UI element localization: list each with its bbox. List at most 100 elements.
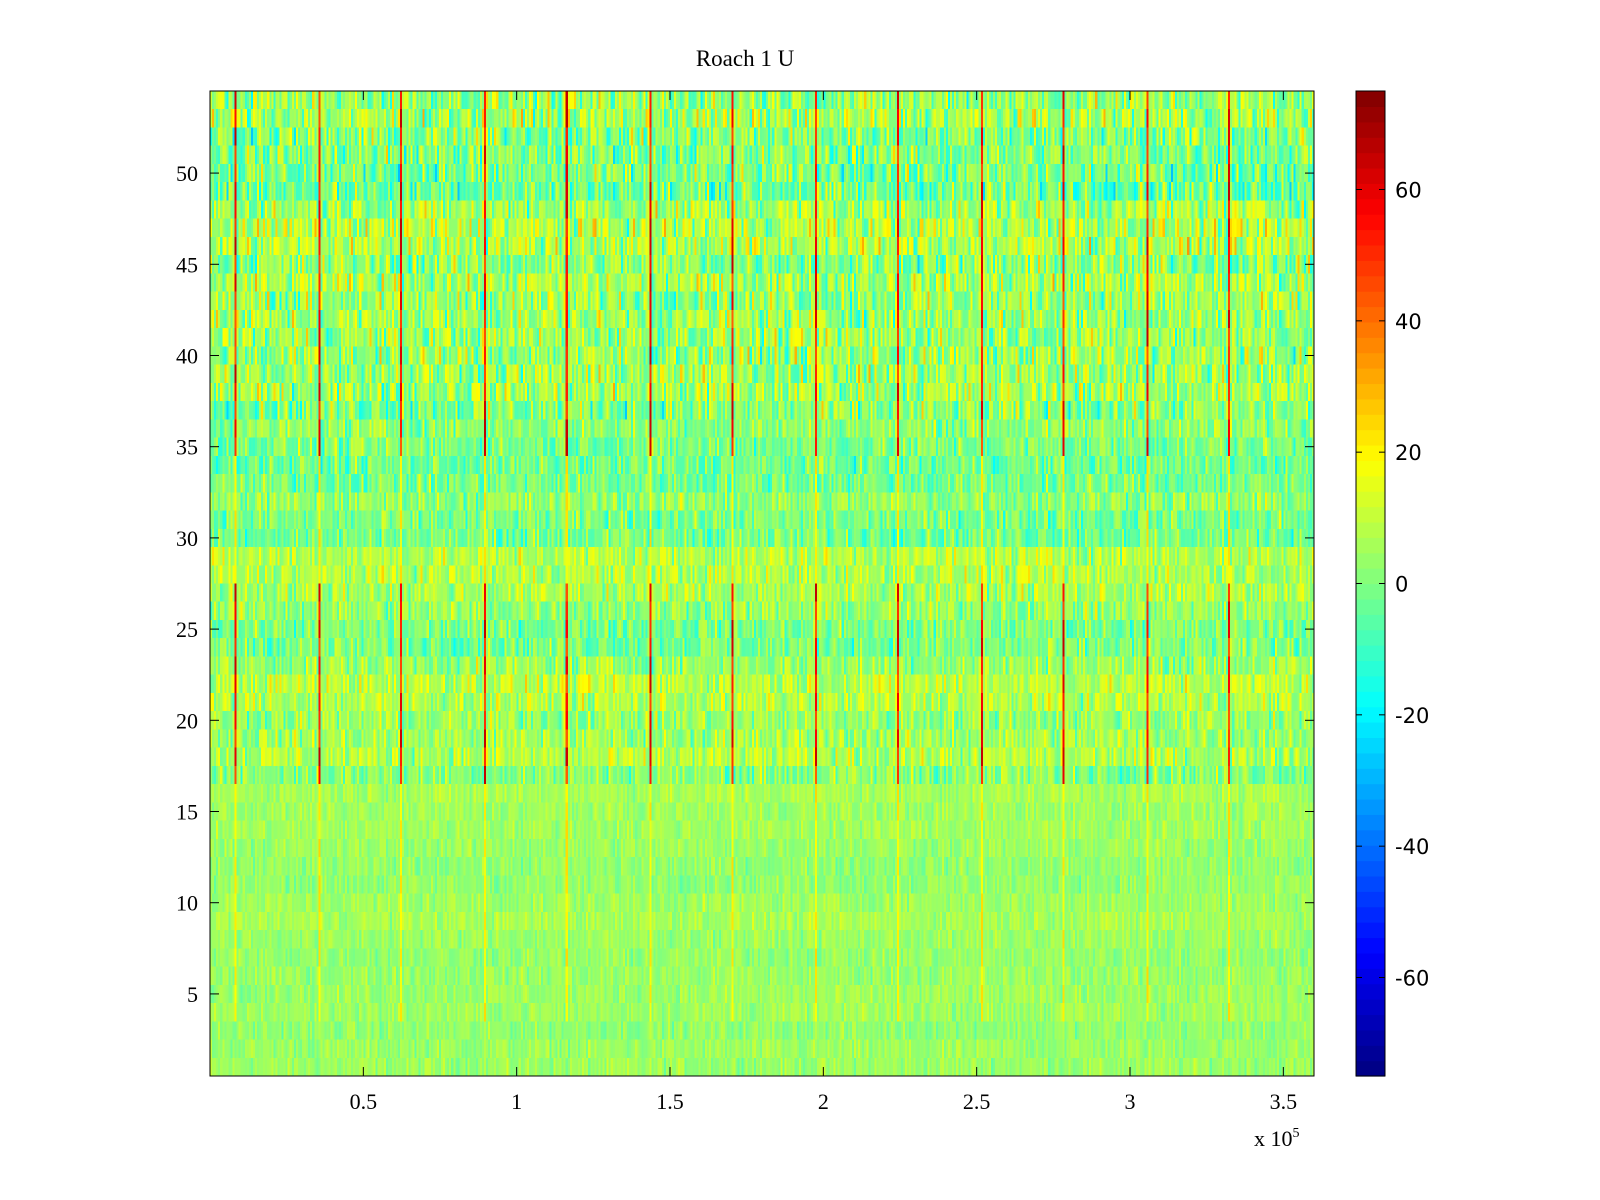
colorbar-swatch bbox=[1356, 552, 1385, 569]
x-axis-exponent: x 105 bbox=[1254, 1126, 1300, 1151]
y-tick-label: 10 bbox=[176, 891, 198, 916]
colorbar-swatch bbox=[1356, 1029, 1385, 1046]
colorbar-swatch bbox=[1356, 306, 1385, 323]
colorbar-swatch bbox=[1356, 198, 1385, 215]
colorbar-swatch bbox=[1356, 722, 1385, 739]
x-exponent-power: 5 bbox=[1293, 1126, 1300, 1141]
colorbar-swatch bbox=[1356, 121, 1385, 138]
colorbar-swatch bbox=[1356, 798, 1385, 815]
colorbar-tick-label: -60 bbox=[1395, 967, 1429, 991]
colorbar-swatch bbox=[1356, 706, 1385, 723]
x-tick-label: 3 bbox=[1125, 1089, 1136, 1114]
colorbar-swatch bbox=[1356, 260, 1385, 277]
colorbar-swatch bbox=[1356, 337, 1385, 354]
colorbar-swatch bbox=[1356, 952, 1385, 969]
colorbar-swatch bbox=[1356, 137, 1385, 154]
colorbar-swatch bbox=[1356, 521, 1385, 538]
colorbar-swatch bbox=[1356, 491, 1385, 508]
colorbar-swatch bbox=[1356, 167, 1385, 184]
colorbar-swatch bbox=[1356, 968, 1385, 985]
colorbar-swatch bbox=[1356, 783, 1385, 800]
colorbar-swatch bbox=[1356, 429, 1385, 446]
colorbar-swatch bbox=[1356, 91, 1385, 107]
colorbar-swatch bbox=[1356, 891, 1385, 908]
colorbar-swatch bbox=[1356, 875, 1385, 892]
colorbar-swatch bbox=[1356, 414, 1385, 431]
x-tick-label: 3.5 bbox=[1270, 1089, 1298, 1114]
colorbar: -60 -40 -20 0 20 40 60 bbox=[1355, 90, 1429, 1077]
x-tick-label: 1.5 bbox=[656, 1089, 684, 1114]
x-tick-label: 2 bbox=[818, 1089, 829, 1114]
colorbar-swatch bbox=[1356, 1014, 1385, 1031]
colorbar-swatch bbox=[1356, 752, 1385, 769]
colorbar-swatch bbox=[1356, 383, 1385, 400]
colorbar-swatch bbox=[1356, 598, 1385, 615]
heatmap-image bbox=[210, 91, 1314, 1076]
colorbar-swatch bbox=[1356, 460, 1385, 477]
y-tick-label: 35 bbox=[176, 435, 198, 460]
colorbar-swatch bbox=[1356, 506, 1385, 523]
colorbar-swatch bbox=[1356, 645, 1385, 662]
colorbar-swatch bbox=[1356, 444, 1385, 461]
colorbar-swatch bbox=[1356, 829, 1385, 846]
colorbar-swatch bbox=[1356, 583, 1385, 600]
colorbar-swatch bbox=[1356, 229, 1385, 246]
colorbar-swatch bbox=[1356, 675, 1385, 692]
colorbar-tick-label: -40 bbox=[1395, 835, 1429, 859]
y-tick-label: 50 bbox=[176, 161, 198, 186]
colorbar-swatch bbox=[1356, 398, 1385, 415]
x-tick-label: 0.5 bbox=[350, 1089, 378, 1114]
colorbar-swatch bbox=[1356, 983, 1385, 1000]
colorbar-swatch bbox=[1356, 768, 1385, 785]
colorbar-swatch bbox=[1356, 183, 1385, 200]
x-exponent-base: x 10 bbox=[1254, 1126, 1293, 1151]
colorbar-swatch bbox=[1356, 352, 1385, 369]
y-tick-label: 5 bbox=[187, 982, 198, 1007]
x-tick-label: 1 bbox=[511, 1089, 522, 1114]
y-axis: 5 10 15 20 25 30 35 40 45 50 bbox=[176, 161, 1314, 1007]
colorbar-swatch bbox=[1356, 906, 1385, 923]
chart-title: Roach 1 U bbox=[696, 46, 795, 71]
colorbar-swatch bbox=[1356, 152, 1385, 169]
colorbar-tick-label: 60 bbox=[1395, 179, 1422, 203]
colorbar-swatch bbox=[1356, 629, 1385, 646]
colorbar-swatch bbox=[1356, 214, 1385, 231]
colorbar-swatch bbox=[1356, 814, 1385, 831]
colorbar-swatch bbox=[1356, 537, 1385, 554]
colorbar-tick-label: 0 bbox=[1395, 573, 1408, 597]
colorbar-swatch bbox=[1356, 860, 1385, 877]
colorbar-swatch bbox=[1356, 368, 1385, 385]
y-tick-label: 15 bbox=[176, 800, 198, 825]
colorbar-swatch bbox=[1356, 737, 1385, 754]
colorbar-swatch bbox=[1356, 660, 1385, 677]
colorbar-swatch bbox=[1356, 691, 1385, 708]
colorbar-swatch bbox=[1356, 1060, 1385, 1077]
colorbar-swatch bbox=[1356, 291, 1385, 308]
colorbar-swatch bbox=[1356, 845, 1385, 862]
colorbar-swatch bbox=[1356, 275, 1385, 292]
y-tick-label: 25 bbox=[176, 617, 198, 642]
x-tick-label: 2.5 bbox=[963, 1089, 991, 1114]
y-tick-label: 30 bbox=[176, 526, 198, 551]
y-tick-label: 45 bbox=[176, 252, 198, 277]
colorbar-swatch bbox=[1356, 999, 1385, 1016]
colorbar-swatch bbox=[1356, 321, 1385, 338]
colorbar-swatch bbox=[1356, 614, 1385, 631]
colorbar-swatch bbox=[1356, 568, 1385, 585]
colorbar-swatch bbox=[1356, 922, 1385, 939]
colorbar-tick-label: 40 bbox=[1395, 310, 1422, 334]
colorbar-tick-label: 20 bbox=[1395, 441, 1422, 465]
colorbar-swatch bbox=[1356, 106, 1385, 123]
colorbar-swatch bbox=[1356, 244, 1385, 261]
y-tick-label: 40 bbox=[176, 343, 198, 368]
x-axis: 0.5 1 1.5 2 2.5 3 3.5 bbox=[350, 91, 1298, 1114]
heatmap-plot-area bbox=[210, 91, 1314, 1076]
y-tick-label: 20 bbox=[176, 708, 198, 733]
colorbar-swatch bbox=[1356, 937, 1385, 954]
colorbar-swatch bbox=[1356, 1045, 1385, 1062]
colorbar-tick-label: -20 bbox=[1395, 704, 1429, 728]
plot-frame bbox=[209, 90, 1315, 1077]
colorbar-swatch bbox=[1356, 475, 1385, 492]
